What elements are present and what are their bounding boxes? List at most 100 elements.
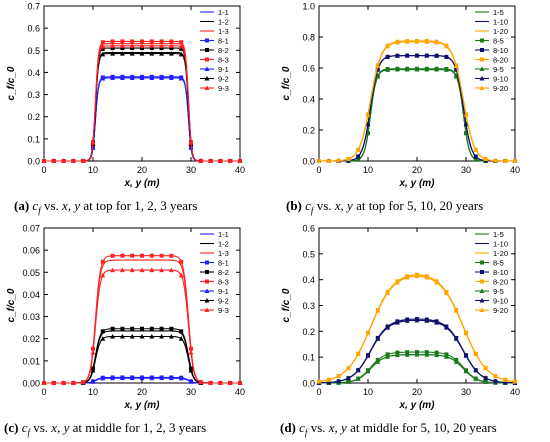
- point-9-1: [90, 379, 96, 384]
- point-9-20: [395, 279, 400, 285]
- point-9-20: [502, 158, 508, 163]
- point-9-3: [51, 380, 57, 385]
- caption-a-tag: (a): [14, 198, 30, 213]
- point-9-20: [375, 63, 381, 68]
- chart-a: 0.0 0.1 0.2 0.3 0.4 0.5 0.6 0.7 0 10 20 30 40 x, y (m…: [6, 2, 245, 190]
- point-9-20: [355, 351, 361, 357]
- point-9-2: [129, 51, 135, 56]
- point-9-3: [51, 158, 57, 163]
- x-tick-label: 10: [363, 387, 373, 397]
- point-9-20: [483, 365, 488, 371]
- point-9-1: [129, 375, 135, 381]
- point-9-20: [385, 290, 390, 296]
- point-8-3: [169, 253, 174, 258]
- y-tick-label: 0.3: [302, 301, 315, 311]
- y-tick-label: 0.1: [302, 353, 315, 363]
- point-8-2: [179, 329, 184, 334]
- point-8-2: [130, 46, 135, 51]
- point-9-20: [453, 308, 459, 313]
- point-8-2: [169, 46, 174, 51]
- x-tick-label: 10: [88, 387, 98, 397]
- point-9-3: [237, 380, 243, 385]
- point-8-2: [140, 326, 144, 331]
- point-9-20: [365, 330, 371, 336]
- x-axis-label: x, y (m): [398, 400, 435, 411]
- point-9-3: [90, 350, 96, 355]
- point-9-3: [80, 158, 86, 163]
- x-axis-label: x, y (m): [398, 178, 435, 189]
- legend-marker-9-3: [204, 307, 210, 312]
- legend-label-8-1: 8-1: [218, 259, 229, 268]
- point-8-2: [179, 46, 184, 51]
- y-tick-label: 0.2: [302, 126, 315, 136]
- point-9-1: [129, 75, 135, 80]
- legend-label-1-20: 1-20: [493, 249, 508, 258]
- point-9-2: [169, 51, 174, 56]
- caption-c-text: cf vs. x, y at middle for 1, 2, 3 years: [21, 420, 207, 438]
- point-9-20: [434, 39, 439, 45]
- y-tick-label: 0.00: [22, 379, 40, 389]
- legend-marker-9-5: [479, 288, 485, 293]
- point-9-5: [483, 379, 488, 384]
- point-9-20: [512, 379, 518, 384]
- series-line-8-3: [44, 255, 240, 384]
- caption-d: (d) cf vs. x, y at middle for 5, 10, 20 …: [280, 420, 497, 438]
- y-axis-label: c_f/c_0: [281, 66, 292, 100]
- legend-marker-8-3: [205, 279, 209, 284]
- point-9-1: [120, 375, 125, 381]
- point-9-10: [385, 54, 390, 59]
- point-9-1: [120, 75, 125, 80]
- point-8-2: [100, 46, 105, 51]
- legend-marker-9-20: [479, 307, 485, 312]
- x-tick-label: 10: [363, 165, 373, 175]
- point-8-3: [120, 253, 125, 258]
- point-9-10: [404, 53, 410, 58]
- point-9-5: [463, 368, 469, 374]
- point-9-1: [159, 75, 164, 80]
- point-9-10: [502, 379, 508, 385]
- point-9-3: [198, 158, 204, 163]
- point-9-20: [463, 112, 469, 117]
- point-9-20: [434, 279, 439, 285]
- point-9-3: [80, 379, 86, 385]
- legend-label-1-1: 1-1: [218, 8, 229, 17]
- legend-label-8-2: 8-2: [218, 268, 229, 277]
- point-9-20: [365, 112, 371, 117]
- legend-label-1-20: 1-20: [493, 27, 508, 36]
- point-9-2: [169, 333, 174, 339]
- y-tick-label: 0.5: [27, 46, 40, 56]
- legend-label-8-20: 8-20: [493, 56, 508, 65]
- point-8-2: [120, 46, 125, 51]
- point-9-1: [188, 379, 194, 384]
- point-9-2: [120, 51, 125, 56]
- point-9-3: [90, 140, 96, 145]
- plot-frame: [43, 5, 241, 162]
- x-tick-label: 30: [461, 387, 471, 397]
- point-9-10: [483, 375, 488, 381]
- point-8-2: [140, 46, 144, 51]
- point-9-2: [100, 336, 106, 341]
- point-9-20: [424, 39, 430, 44]
- point-9-3: [237, 158, 243, 163]
- point-8-2: [130, 326, 135, 331]
- legend-label-8-3: 8-3: [218, 56, 229, 65]
- y-tick-label: 0.3: [27, 90, 40, 100]
- legend-marker-8-10: [480, 270, 484, 274]
- plot-frame: [43, 227, 241, 384]
- y-tick-label: 0.02: [22, 334, 40, 344]
- point-9-5: [395, 66, 400, 72]
- point-9-3: [139, 267, 145, 273]
- point-9-2: [159, 333, 164, 339]
- y-tick-label: 1.0: [302, 2, 315, 12]
- legend-label-1-2: 1-2: [218, 240, 229, 249]
- point-9-2: [149, 333, 155, 339]
- legend-marker-9-3: [204, 85, 210, 90]
- point-9-5: [404, 352, 410, 357]
- point-8-2: [149, 326, 154, 331]
- point-9-1: [178, 75, 184, 81]
- point-9-2: [90, 367, 96, 373]
- point-9-20: [375, 308, 381, 313]
- legend-label-9-3: 9-3: [218, 306, 229, 315]
- series-line-8-2: [44, 47, 240, 162]
- legend-label-9-10: 9-10: [493, 297, 508, 306]
